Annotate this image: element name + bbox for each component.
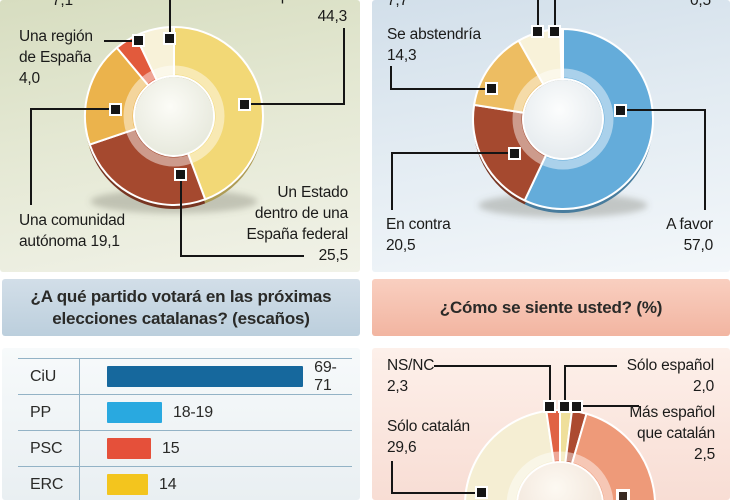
leader-line xyxy=(391,461,393,494)
leader-marker xyxy=(548,25,561,38)
label-cut-top-right: 0,5 xyxy=(690,0,711,9)
leader-line xyxy=(180,255,304,257)
label-afavor: A favor 57,0 xyxy=(666,216,713,254)
label-solo-catalan: Sólo catalán 29,6 xyxy=(387,418,470,456)
status-donut-chart xyxy=(84,26,264,214)
leader-line xyxy=(169,0,171,40)
label-solo-espanol: Sólo español 2,0 xyxy=(626,357,714,395)
panel-seats-bar-chart: CiU 69-71 PP 18-19 PSC 15 ERC 14 xyxy=(2,348,360,500)
donut-segment-Un Estado dentro de una España federal xyxy=(88,127,207,206)
bar-value: 18-19 xyxy=(173,403,213,421)
bar-value: 69-71 xyxy=(314,358,337,394)
header-bar-chart: ¿A qué partido votará en las próximas el… xyxy=(2,279,360,336)
leader-marker xyxy=(109,103,122,116)
bar-label: CiU xyxy=(30,367,57,385)
referendum-donut-chart xyxy=(472,27,655,218)
donut-segment-Sólo catalán xyxy=(464,409,555,500)
label-estado-federal: Un Estado dentro de una España federal 2… xyxy=(246,184,349,264)
label-nsnc-cut: 7,7 xyxy=(387,0,408,9)
label-nsnc-cut: 7,1 xyxy=(52,0,73,9)
leader-marker xyxy=(163,32,176,45)
leader-line xyxy=(30,108,112,110)
label-region: Una región de España 4,0 xyxy=(19,28,93,87)
donut-inner-highlight xyxy=(512,68,614,170)
leader-marker xyxy=(174,168,187,181)
bar-chart-axis-line xyxy=(79,358,80,500)
leader-line xyxy=(104,40,137,42)
bar-row-PSC: PSC 15 xyxy=(18,431,352,467)
donut-segment-A favor xyxy=(523,28,655,210)
label-nsnc: NS/NC 2,3 xyxy=(387,357,435,395)
leader-line xyxy=(704,109,706,210)
leader-line xyxy=(249,103,345,105)
identity-donut-chart xyxy=(464,409,656,500)
leader-line xyxy=(391,152,510,154)
bar-track: 18-19 xyxy=(107,402,352,423)
bar-label: ERC xyxy=(30,475,64,493)
leader-line xyxy=(30,108,32,205)
label-independiente: Independiente 44,3 xyxy=(251,0,347,25)
panel-status-donut: 7,1 Independiente 44,3 Una región de Esp… xyxy=(0,0,360,272)
donut-inner-highlight xyxy=(506,451,614,500)
donut-segment-unlabeled xyxy=(571,412,656,500)
leader-line xyxy=(537,0,539,28)
leader-line xyxy=(564,365,566,404)
bar-PSC xyxy=(107,438,151,459)
leader-marker xyxy=(132,34,145,47)
bar-value: 15 xyxy=(162,439,180,457)
leader-line xyxy=(549,365,551,404)
leader-line xyxy=(564,365,617,367)
header-identity-chart: ¿Cómo se siente usted? (%) xyxy=(372,279,730,336)
leader-marker xyxy=(531,25,544,38)
label-abstendria: Se abstendría 14,3 xyxy=(387,26,481,64)
leader-line xyxy=(343,28,345,105)
leader-line xyxy=(554,0,556,28)
donut-hole xyxy=(524,80,602,158)
leader-line xyxy=(391,152,393,210)
label-mas-espanol: Más español que catalán 2,5 xyxy=(629,404,715,463)
leader-marker xyxy=(614,104,627,117)
leader-line xyxy=(180,180,182,257)
leader-marker xyxy=(485,82,498,95)
donut-hole xyxy=(518,463,602,500)
leader-marker xyxy=(238,98,251,111)
label-encontra: En contra 20,5 xyxy=(386,216,451,254)
donut-segment-0,5 xyxy=(559,27,564,81)
label-comunidad: Una comunidad autónoma 19,1 xyxy=(19,212,125,250)
bar-row-CiU: CiU 69-71 xyxy=(18,359,352,395)
leader-line xyxy=(434,365,551,367)
bar-value: 14 xyxy=(159,475,177,493)
leader-marker xyxy=(475,486,488,499)
donut-hole xyxy=(135,77,213,155)
leader-line xyxy=(582,405,639,407)
bar-label: PSC xyxy=(30,439,63,457)
leader-marker xyxy=(570,400,583,413)
bar-track: 15 xyxy=(107,438,352,459)
leader-line xyxy=(390,66,392,90)
bar-CiU xyxy=(107,366,304,387)
panel-referendum-donut: 7,7 0,5 Se abstendría 14,3 En contra 20,… xyxy=(372,0,730,272)
bar-track: 69-71 xyxy=(107,359,352,395)
bar-row-PP: PP 18-19 xyxy=(18,395,352,431)
leader-marker xyxy=(543,400,556,413)
bar-label: PP xyxy=(30,403,51,421)
leader-line xyxy=(625,109,706,111)
bar-ERC xyxy=(107,474,148,495)
donut-segment-Independiente xyxy=(173,26,264,201)
bar-chart-rows: CiU 69-71 PP 18-19 PSC 15 ERC 14 xyxy=(18,358,352,500)
leader-line xyxy=(391,492,480,494)
leader-line xyxy=(390,88,490,90)
panel-identity-donut: NS/NC 2,3 Sólo español 2,0 Más español q… xyxy=(372,348,730,500)
bar-PP xyxy=(107,402,162,423)
leader-marker-partial xyxy=(616,489,630,500)
leader-marker xyxy=(508,147,521,160)
bar-row-ERC: ERC 14 xyxy=(18,467,352,500)
bar-track: 14 xyxy=(107,474,352,495)
donut-inner-highlight xyxy=(123,65,225,167)
